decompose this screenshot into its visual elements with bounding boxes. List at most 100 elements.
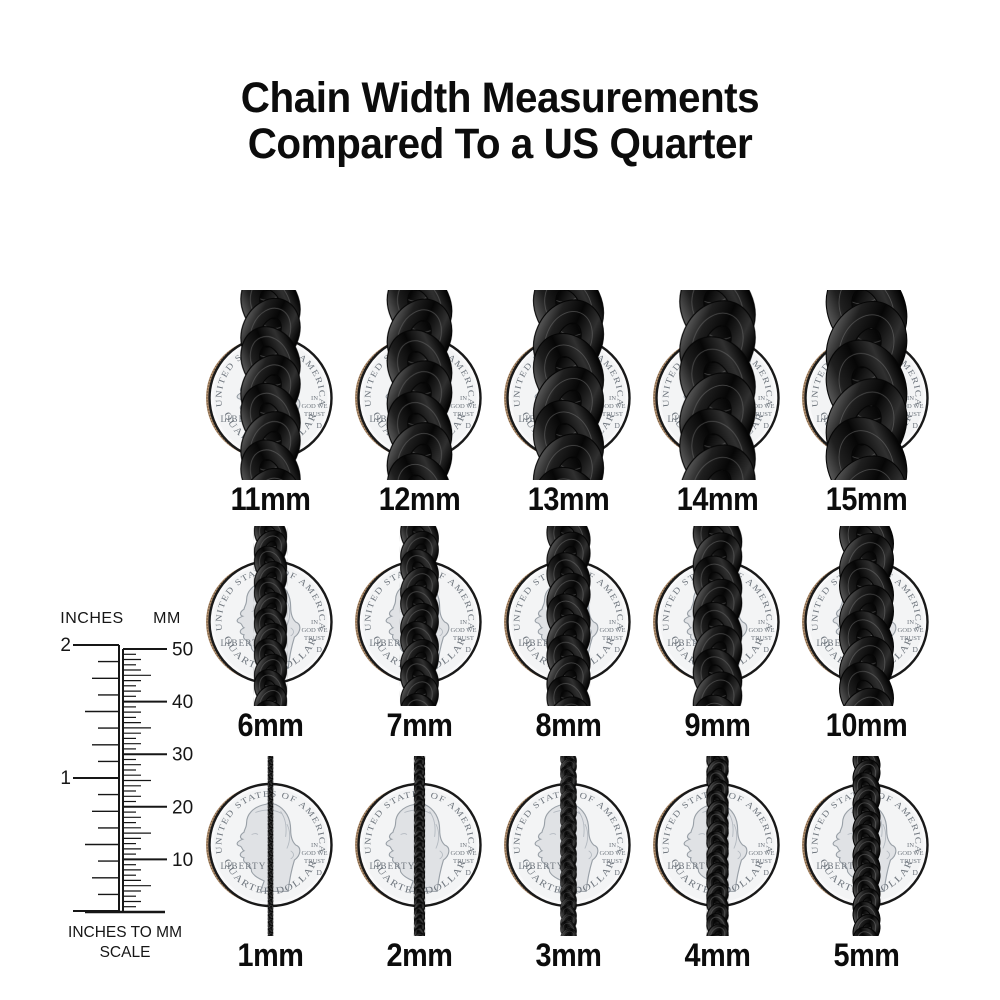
ruler-caption-line-1: INCHES TO MM	[68, 924, 182, 941]
chain-width-label: 5mm	[833, 937, 899, 973]
ruler-figure: INCHES MM 2 1 50 40 30 20 10 INCHES TO MM SCALE	[60, 610, 193, 961]
svg-text:TRUST: TRUST	[602, 411, 623, 418]
chain-width-label: 15mm	[825, 481, 907, 517]
ruler-ticks	[73, 644, 167, 914]
svg-text:GOD WE: GOD WE	[301, 850, 327, 857]
svg-text:GOD WE: GOD WE	[599, 627, 625, 634]
chain-width-label: 13mm	[527, 481, 609, 517]
svg-text:TRUST: TRUST	[304, 858, 325, 865]
chain-width-label: 3mm	[535, 937, 601, 973]
coin-mint-mark: D	[912, 421, 918, 430]
coin-liberty-text: LIBERTY	[369, 861, 415, 871]
coin-liberty-text: LIBERTY	[667, 638, 713, 648]
chain-overlay	[253, 526, 287, 706]
svg-text:IN: IN	[609, 842, 616, 849]
svg-text:IN: IN	[311, 842, 318, 849]
svg-text:IN: IN	[907, 395, 914, 402]
svg-text:GOD WE: GOD WE	[599, 850, 625, 857]
svg-text:TRUST: TRUST	[900, 858, 921, 865]
coin-liberty-text: LIBERTY	[518, 861, 564, 871]
svg-text:IN: IN	[311, 619, 318, 626]
chain-overlay	[385, 290, 453, 480]
coin-mint-mark: D	[316, 421, 322, 430]
chain-overlay	[559, 756, 577, 936]
svg-text:TRUST: TRUST	[900, 635, 921, 642]
svg-text:GOD WE: GOD WE	[599, 403, 625, 410]
ruler-mm-label: 40	[172, 692, 193, 713]
chain-overlay	[545, 526, 591, 706]
chain-width-label: 4mm	[684, 937, 750, 973]
svg-text:TRUST: TRUST	[304, 411, 325, 418]
coin-mint-mark: D	[316, 645, 322, 654]
coin-mint-mark: D	[614, 868, 620, 877]
chain-width-label: 7mm	[386, 707, 452, 743]
svg-text:IN: IN	[460, 395, 467, 402]
coin-mint-mark: D	[912, 645, 918, 654]
chain-overlay	[531, 290, 605, 480]
coin-mint-mark: D	[316, 868, 322, 877]
coin-liberty-text: LIBERTY	[220, 861, 266, 871]
chain-width-label: 12mm	[378, 481, 460, 517]
svg-text:TRUST: TRUST	[602, 635, 623, 642]
svg-text:GOD WE: GOD WE	[897, 403, 923, 410]
svg-text:IN: IN	[609, 395, 616, 402]
chain-width-label: 1mm	[237, 937, 303, 973]
svg-text:GOD WE: GOD WE	[450, 627, 476, 634]
page-title: Chain Width Measurements Compared To a U…	[30, 74, 970, 167]
coin-mint-mark: D	[614, 645, 620, 654]
svg-text:IN: IN	[460, 842, 467, 849]
title-line-1: Chain Width Measurements	[240, 74, 760, 122]
inches-to-mm-ruler: INCHES MM 2 1 50 40 30 20 10 INCHES TO MM SCALE	[45, 598, 215, 970]
svg-text:IN: IN	[758, 842, 765, 849]
coin-mint-mark: D	[465, 421, 471, 430]
ruler-mm-label: 50	[172, 640, 193, 661]
coin-mint-mark: D	[465, 868, 471, 877]
ruler-caption-line-2: SCALE	[100, 944, 151, 961]
svg-text:GOD WE: GOD WE	[748, 403, 774, 410]
chain-overlay	[239, 290, 301, 480]
chain-overlay	[413, 756, 425, 936]
svg-text:TRUST: TRUST	[751, 635, 772, 642]
svg-text:GOD WE: GOD WE	[897, 627, 923, 634]
coin-liberty-text: LIBERTY	[667, 861, 713, 871]
svg-text:GOD WE: GOD WE	[450, 850, 476, 857]
coin-liberty-text: LIBERTY	[220, 638, 266, 648]
svg-text:GOD WE: GOD WE	[897, 850, 923, 857]
svg-text:IN: IN	[311, 395, 318, 402]
chain-width-label: 2mm	[386, 937, 452, 973]
coin-liberty-text: LIBERTY	[369, 638, 415, 648]
chain-width-label: 11mm	[230, 481, 310, 517]
svg-text:TRUST: TRUST	[304, 635, 325, 642]
svg-text:IN: IN	[609, 619, 616, 626]
ruler-mm-label: 10	[172, 850, 193, 871]
